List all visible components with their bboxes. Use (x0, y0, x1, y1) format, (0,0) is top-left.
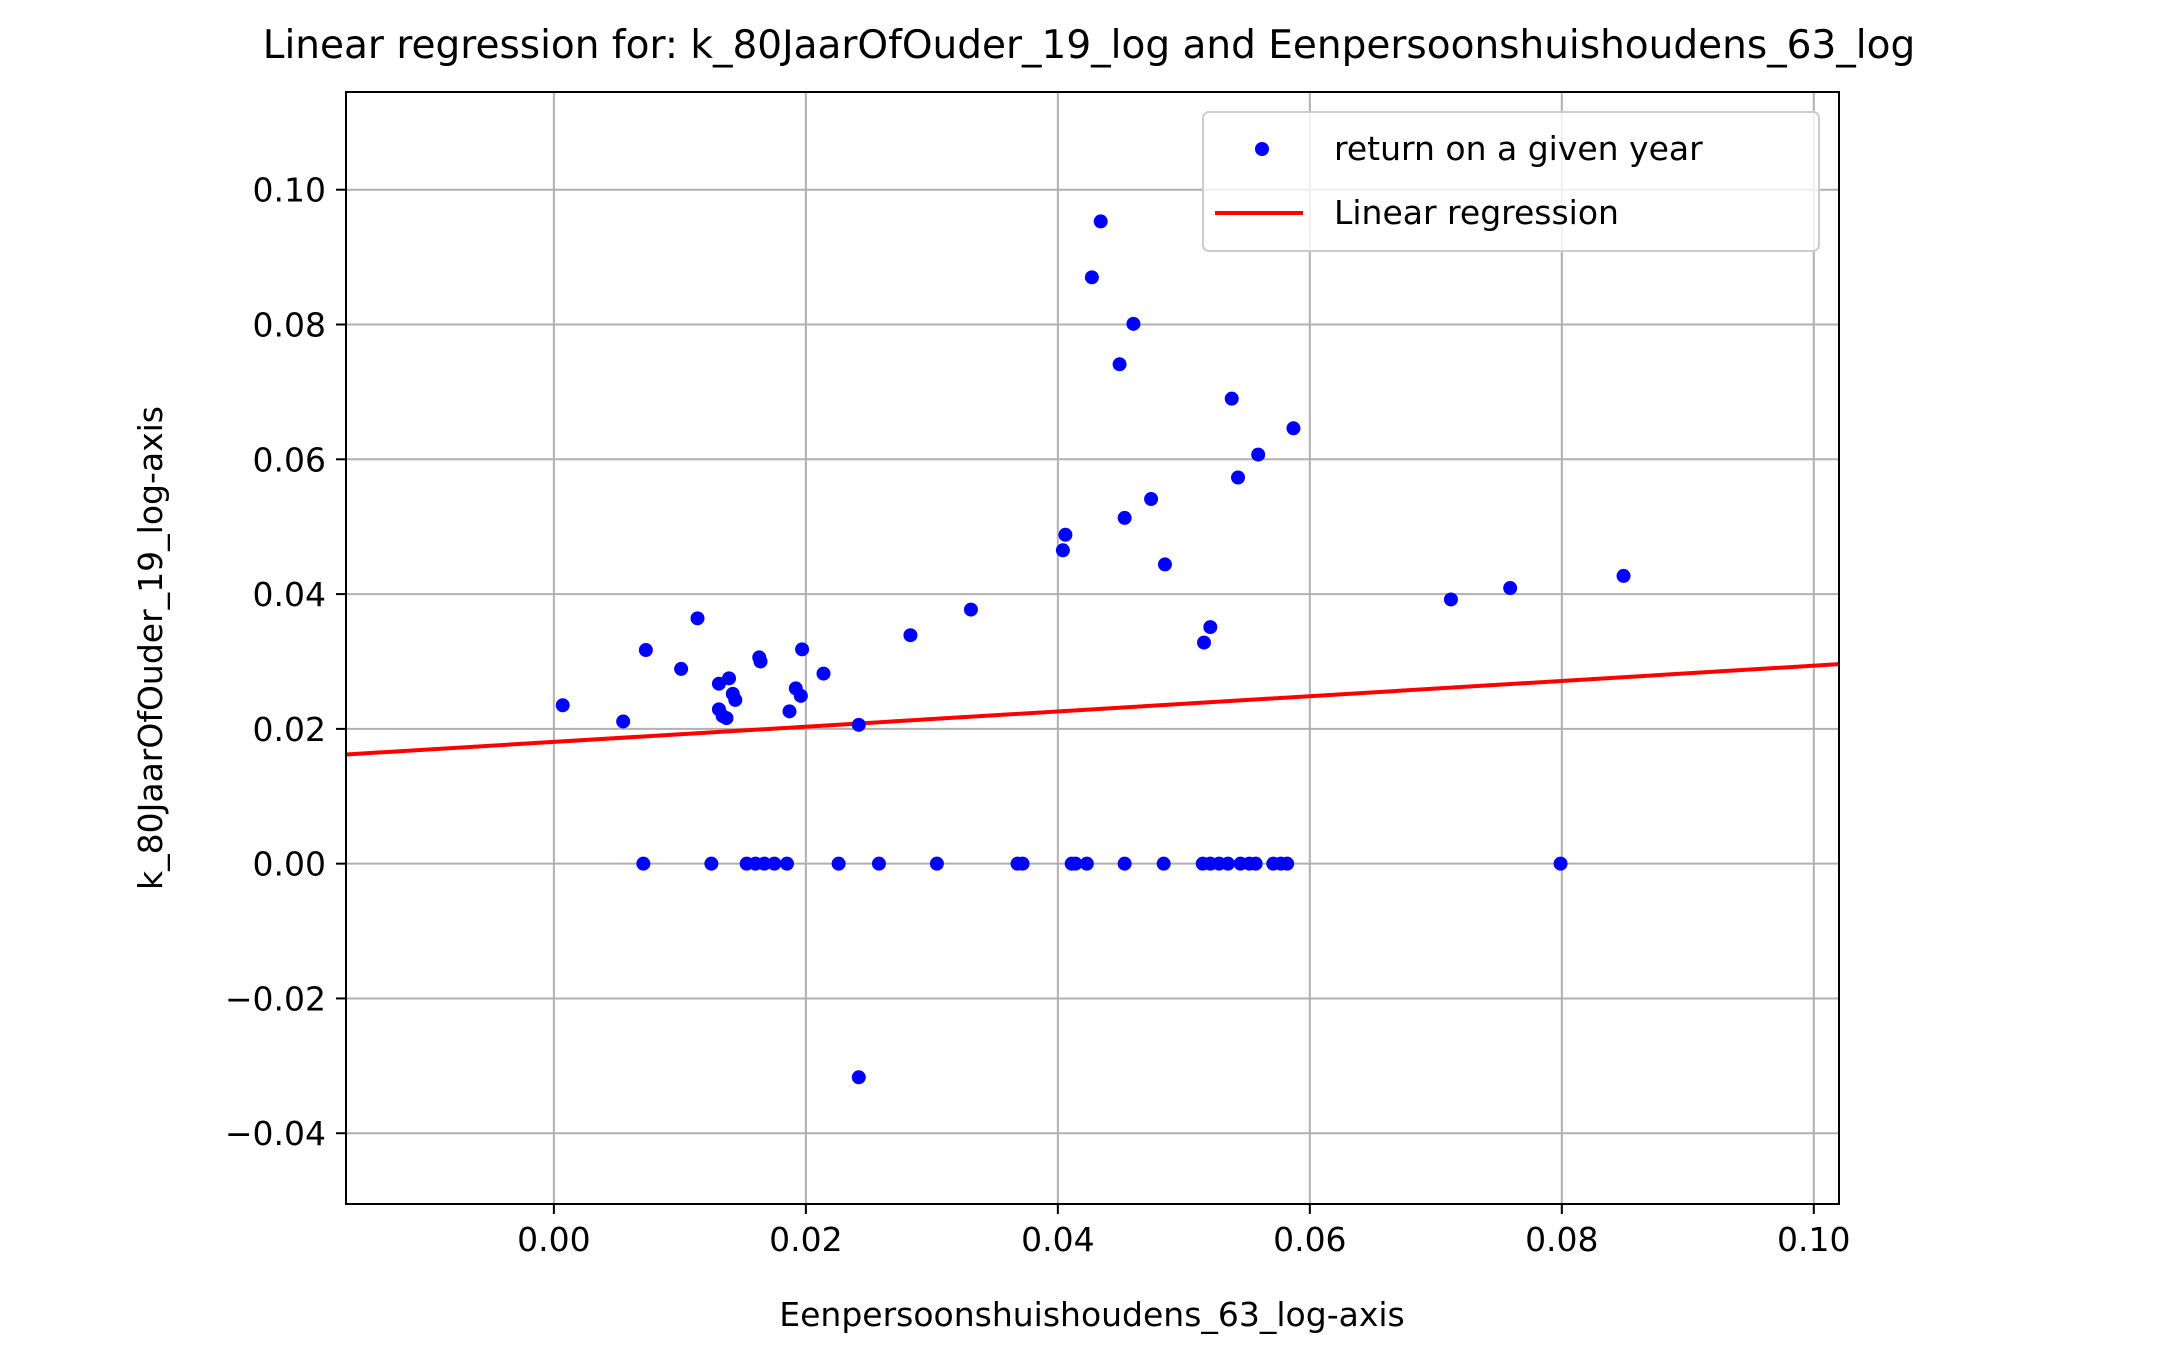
scatter-point (793, 688, 808, 703)
scatter-point (929, 856, 944, 871)
scatter-point (1280, 856, 1295, 871)
scatter-point (1203, 620, 1218, 635)
scatter-point (704, 856, 719, 871)
scatter-point (1079, 856, 1094, 871)
scatter-point (1248, 856, 1263, 871)
scatter-points (555, 214, 1631, 1085)
x-tick-label: 0.00 (517, 1220, 590, 1259)
x-tick-label: 0.08 (1525, 1220, 1598, 1259)
scatter-point (1055, 543, 1070, 558)
scatter-point (555, 698, 570, 713)
scatter-point (963, 602, 978, 617)
y-axis-label: k_80JaarOfOuder_19_log-axis (131, 406, 170, 890)
scatter-point (782, 704, 797, 719)
scatter-point (674, 661, 689, 676)
x-axis-ticks: 0.00 0.02 0.04 0.06 0.08 0.10 (517, 1204, 1851, 1259)
scatter-point (1616, 568, 1631, 583)
scatter-point (1126, 316, 1141, 331)
scatter-point (1157, 557, 1172, 572)
legend-label-scatter: return on a given year (1334, 129, 1703, 168)
scatter-point (1197, 635, 1212, 650)
scatter-point (851, 1070, 866, 1085)
scatter-point (1084, 270, 1099, 285)
scatter-point (1286, 421, 1301, 436)
x-tick-label: 0.04 (1021, 1220, 1094, 1259)
y-tick-label: −0.04 (225, 1114, 326, 1153)
scatter-point (1068, 856, 1083, 871)
scatter-point (903, 628, 918, 643)
y-axis-ticks: −0.04 −0.02 0.00 0.02 0.04 0.06 0.08 0.10 (225, 171, 346, 1153)
y-tick-label: 0.00 (253, 845, 326, 884)
legend: return on a given year Linear regression (1202, 111, 1820, 252)
scatter-point (722, 671, 737, 686)
chart-title: Linear regression for: k_80JaarOfOuder_1… (263, 23, 1916, 68)
legend-marker-scatter (1255, 142, 1269, 156)
y-tick-label: 0.04 (253, 575, 326, 614)
scatter-point (616, 714, 631, 729)
scatter-point (871, 856, 886, 871)
scatter-point (1117, 510, 1132, 525)
scatter-point (1093, 214, 1108, 229)
scatter-point (1251, 447, 1266, 462)
scatter-point (831, 856, 846, 871)
x-tick-label: 0.02 (769, 1220, 842, 1259)
scatter-point (1231, 470, 1246, 485)
scatter-point (1156, 856, 1171, 871)
scatter-point (795, 642, 810, 657)
scatter-point (779, 856, 794, 871)
scatter-point (638, 643, 653, 658)
x-axis-label: Eenpersoonshuishoudens_63_log-axis (779, 1295, 1404, 1334)
scatter-point (753, 654, 768, 669)
x-tick-label: 0.06 (1273, 1220, 1346, 1259)
y-tick-label: 0.02 (253, 710, 326, 749)
scatter-point (1553, 856, 1568, 871)
scatter-point (1503, 581, 1518, 596)
regression-line (345, 662, 1840, 757)
legend-label-line: Linear regression (1334, 193, 1619, 232)
scatter-point (1443, 592, 1458, 607)
scatter-point (719, 711, 734, 726)
scatter-point (1224, 391, 1239, 406)
scatter-point (757, 856, 772, 871)
scatter-point (1117, 856, 1132, 871)
scatter-point (851, 717, 866, 732)
scatter-point (636, 856, 651, 871)
y-tick-label: −0.02 (225, 979, 326, 1018)
scatter-point (1112, 357, 1127, 372)
y-tick-label: 0.06 (253, 440, 326, 479)
scatter-point (816, 666, 831, 681)
scatter-point (1144, 492, 1159, 507)
scatter-point (767, 856, 782, 871)
scatter-point (1220, 856, 1235, 871)
scatter-point (1058, 527, 1073, 542)
plot-area-frame (345, 91, 1840, 1205)
scatter-point (728, 692, 743, 707)
scatter-point (690, 611, 705, 626)
scatter-point (1015, 856, 1030, 871)
y-tick-label: 0.08 (253, 306, 326, 345)
x-tick-label: 0.10 (1777, 1220, 1850, 1259)
regression-layer (345, 662, 1840, 757)
y-tick-label: 0.10 (253, 171, 326, 210)
legend-box (1202, 111, 1820, 252)
